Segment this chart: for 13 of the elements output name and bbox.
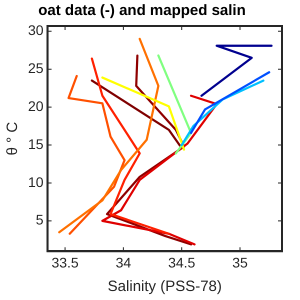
y-tick-label: 25 [28, 60, 44, 76]
y-tick-label: 10 [28, 174, 44, 190]
y-axis-title: θ ° C [4, 122, 22, 156]
y-tick-label: 15 [28, 136, 44, 152]
y-tick-label: 20 [28, 98, 44, 114]
y-tick-label: 30 [28, 22, 44, 38]
chart-title: oat data (-) and mapped salin [38, 2, 246, 20]
x-tick-label: 35 [232, 254, 248, 270]
x-tick-label: 34.5 [168, 254, 196, 270]
x-tick-label: 34 [116, 254, 132, 270]
x-tick-label: 33.5 [51, 254, 79, 270]
y-tick-label: 5 [36, 212, 44, 228]
x-axis-title: Salinity (PSS-78) [108, 278, 222, 296]
